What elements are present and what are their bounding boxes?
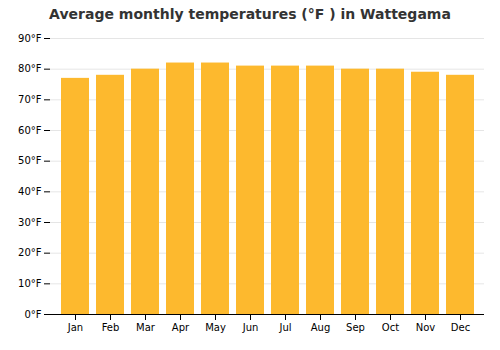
svg-text:80°F: 80°F — [18, 63, 42, 74]
html-text:Average monthly temperatures (: Average monthly temperatures (°F ) in Wa… — [49, 6, 451, 22]
svg-text:0°F: 0°F — [24, 309, 41, 320]
svg-text:Sep: Sep — [346, 322, 365, 333]
svg-text:90°F: 90°F — [18, 33, 42, 44]
svg-text:Apr: Apr — [172, 322, 190, 333]
svg-text:May: May — [205, 322, 226, 333]
svg-text:10°F: 10°F — [18, 278, 42, 289]
svg-text:60°F: 60°F — [18, 125, 42, 136]
svg-text:Aug: Aug — [311, 322, 331, 333]
svg-text:Jun: Jun — [242, 322, 259, 333]
svg-text:Jan: Jan — [67, 322, 83, 333]
svg-text:Oct: Oct — [382, 322, 399, 333]
svg-text:Nov: Nov — [416, 322, 436, 333]
svg-text:50°F: 50°F — [18, 155, 42, 166]
svg-text:Feb: Feb — [102, 322, 120, 333]
svg-text:Mar: Mar — [136, 322, 156, 333]
svg-text:30°F: 30°F — [18, 217, 42, 228]
svg-text:20°F: 20°F — [18, 247, 42, 258]
svg-text:Jul: Jul — [278, 322, 291, 333]
svg-text:70°F: 70°F — [18, 94, 42, 105]
svg-text:40°F: 40°F — [18, 186, 42, 197]
svg-text:Dec: Dec — [451, 322, 470, 333]
